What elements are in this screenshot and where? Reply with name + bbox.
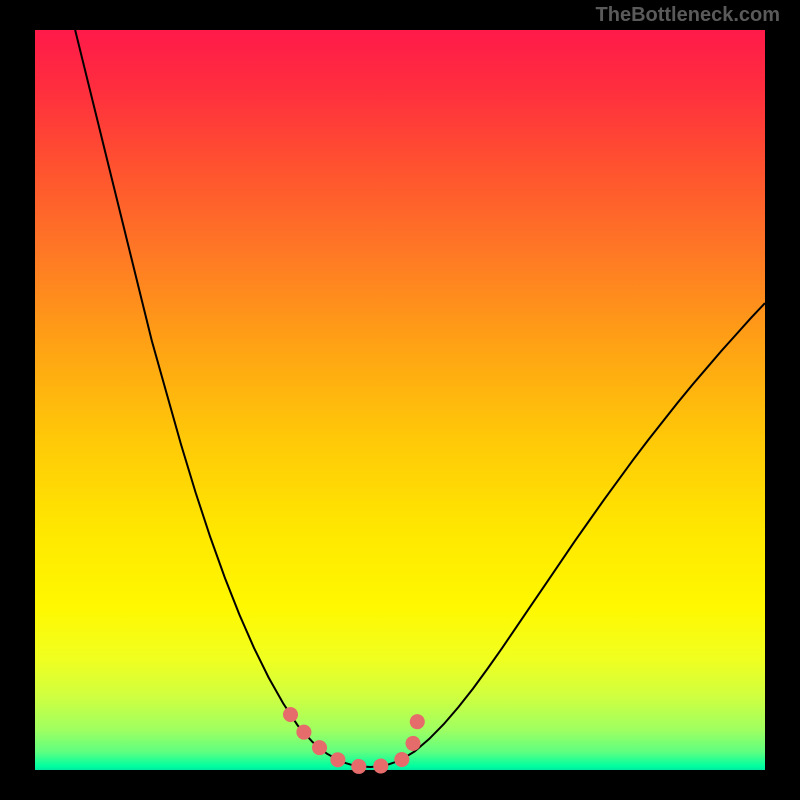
watermark-text: TheBottleneck.com — [596, 4, 780, 27]
plot-gradient-area — [35, 30, 765, 770]
